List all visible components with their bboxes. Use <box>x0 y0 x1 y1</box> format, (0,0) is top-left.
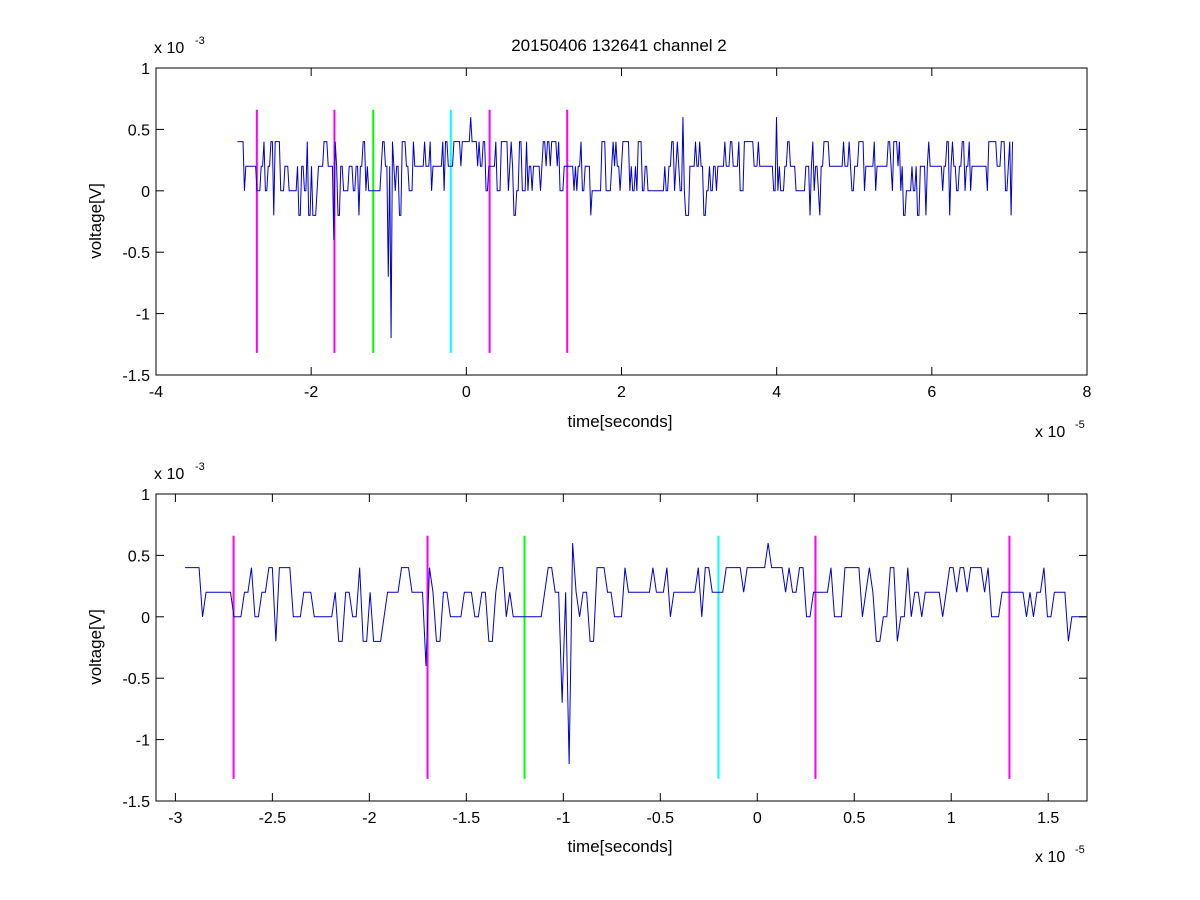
top-x-exponent: x 10 -5 <box>1035 419 1085 441</box>
bottom-ticks: -3 -2.5 -2 -1.5 -1 -0.5 0 0.5 1 1.5 -1.5 -1 -0.5 0 0.5… <box>122 487 1087 827</box>
top-y-axis-label: voltage[V] <box>86 183 105 259</box>
bottom-y-tick-label: 0 <box>141 610 150 627</box>
bottom-y-tick-label: -1 <box>136 733 150 750</box>
top-x-tick-label: -4 <box>149 384 163 401</box>
bottom-axes-frame <box>155 493 1088 802</box>
bottom-y-tick-label: 1 <box>141 487 150 504</box>
top-x-axis-label: time[seconds] <box>568 412 673 431</box>
bottom-x-exponent-power: -5 <box>1075 844 1085 856</box>
top-x-tick-label: 6 <box>927 384 936 401</box>
top-y-tick-label: 0 <box>141 184 150 201</box>
top-signal-line <box>237 117 1014 339</box>
top-y-tick-label: -1 <box>136 307 150 324</box>
top-ticks: -4 -2 0 2 4 6 8 -1.5 -1 -0.5 0 0.5 1 <box>122 61 1091 401</box>
bottom-x-exponent: x 10 -5 <box>1035 844 1085 866</box>
top-y-exponent-base: x 10 <box>154 40 184 57</box>
top-y-tick-label: -0.5 <box>122 245 150 262</box>
bottom-x-tick-label: -3 <box>168 810 182 827</box>
bottom-x-exponent-base: x 10 <box>1035 849 1065 866</box>
bottom-y-axis-label: voltage[V] <box>86 609 105 685</box>
bottom-x-tick-label: -1.5 <box>453 810 481 827</box>
chart-title: 20150406 132641 channel 2 <box>511 36 727 55</box>
top-signal-trace <box>237 117 1014 339</box>
top-subplot: 20150406 132641 channel 2 -4 -2 0 2 4 6 8-1.5-… <box>86 35 1092 441</box>
top-y-exponent-power: -3 <box>195 35 205 47</box>
top-y-exponent: x 10 -3 <box>154 35 205 57</box>
bottom-x-tick-label: -1 <box>556 810 570 827</box>
top-x-exponent-base: x 10 <box>1035 424 1065 441</box>
bottom-marker-lines <box>232 535 1011 779</box>
bottom-x-tick-label: -2 <box>362 810 376 827</box>
bottom-y-exponent: x 10 -3 <box>154 461 205 483</box>
bottom-subplot: -3 -2.5 -2 -1.5 -1 -0.5 0 0.5 1 1.5 -1.5 -1 -0.5 0 0.5… <box>86 461 1088 866</box>
bottom-y-tick-label: -0.5 <box>122 671 150 688</box>
top-axes-frame <box>155 67 1088 376</box>
top-y-tick-label: 0.5 <box>128 122 150 139</box>
top-x-exponent-power: -5 <box>1075 419 1085 431</box>
top-y-tick-label: 1 <box>141 61 150 78</box>
top-x-tick-label: 8 <box>1083 384 1092 401</box>
bottom-x-tick-label: 0 <box>753 810 762 827</box>
bottom-x-tick-label: 1 <box>947 810 956 827</box>
bottom-x-tick-label: 0.5 <box>843 810 865 827</box>
top-x-tick-label: 2 <box>617 384 626 401</box>
bottom-y-tick-label: 0.5 <box>128 548 150 565</box>
top-y-tick-label: -1.5 <box>122 368 150 385</box>
bottom-y-exponent-base: x 10 <box>154 466 184 483</box>
top-x-tick-label: 4 <box>772 384 781 401</box>
bottom-signal-trace <box>185 543 1086 765</box>
top-x-tick-label: 0 <box>462 384 471 401</box>
top-x-tick-label: -2 <box>304 384 318 401</box>
bottom-y-exponent-power: -3 <box>195 461 205 473</box>
bottom-signal-line <box>185 543 1086 765</box>
bottom-y-tick-label: -1.5 <box>122 794 150 811</box>
bottom-x-tick-label: 1.5 <box>1037 810 1059 827</box>
bottom-x-tick-label: -0.5 <box>647 810 675 827</box>
bottom-x-axis-label: time[seconds] <box>568 837 673 856</box>
bottom-x-tick-label: -2.5 <box>259 810 287 827</box>
top-marker-lines <box>255 109 569 353</box>
